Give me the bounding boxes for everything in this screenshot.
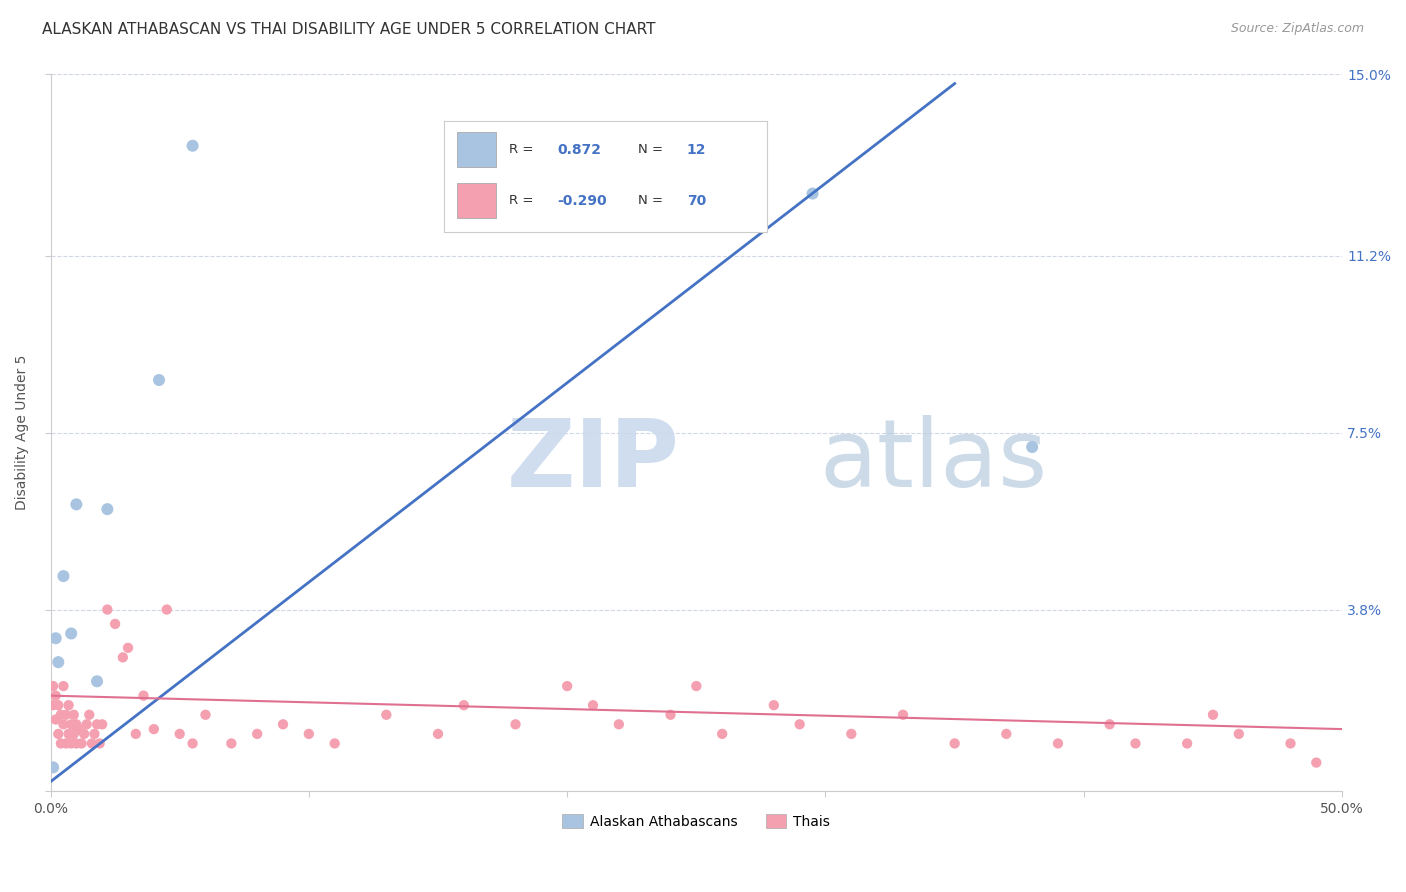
- Point: [891, 707, 914, 722]
- Text: atlas: atlas: [820, 416, 1047, 508]
- Point: [271, 717, 294, 731]
- Point: [1202, 707, 1225, 722]
- Point: [125, 727, 148, 741]
- Point: [181, 138, 204, 153]
- Point: [375, 707, 398, 722]
- Point: [96, 602, 118, 616]
- Point: [46, 727, 69, 741]
- Point: [60, 736, 83, 750]
- Point: [1125, 736, 1147, 750]
- Point: [505, 717, 527, 731]
- Point: [89, 736, 111, 750]
- Point: [323, 736, 346, 750]
- Y-axis label: Disability Age Under 5: Disability Age Under 5: [15, 355, 30, 510]
- Point: [711, 727, 734, 741]
- Point: [194, 707, 217, 722]
- Point: [104, 616, 127, 631]
- Point: [86, 674, 108, 689]
- Point: [1098, 717, 1121, 731]
- Point: [83, 727, 105, 741]
- Point: [582, 698, 605, 713]
- Point: [607, 717, 630, 731]
- Point: [60, 626, 83, 640]
- Point: [1227, 727, 1250, 741]
- Point: [76, 717, 98, 731]
- Point: [67, 722, 90, 736]
- Point: [169, 727, 191, 741]
- Point: [46, 655, 69, 669]
- Point: [181, 736, 204, 750]
- Point: [91, 717, 114, 731]
- Point: [65, 717, 87, 731]
- Point: [42, 679, 65, 693]
- Point: [46, 698, 69, 713]
- Point: [45, 713, 67, 727]
- Point: [1305, 756, 1327, 770]
- Text: ZIP: ZIP: [506, 416, 679, 508]
- Point: [49, 736, 72, 750]
- Point: [52, 679, 75, 693]
- Point: [789, 717, 811, 731]
- Point: [62, 707, 84, 722]
- Point: [111, 650, 134, 665]
- Point: [60, 717, 83, 731]
- Point: [142, 722, 165, 736]
- Point: [49, 707, 72, 722]
- Point: [86, 717, 108, 731]
- Point: [995, 727, 1018, 741]
- Point: [42, 698, 65, 713]
- Point: [221, 736, 243, 750]
- Point: [42, 760, 65, 774]
- Point: [943, 736, 966, 750]
- Point: [156, 602, 179, 616]
- Point: [762, 698, 785, 713]
- Point: [801, 186, 824, 201]
- Point: [65, 736, 87, 750]
- Point: [298, 727, 321, 741]
- Point: [45, 632, 67, 646]
- Point: [685, 679, 707, 693]
- Point: [427, 727, 450, 741]
- Point: [453, 698, 475, 713]
- Point: [55, 736, 77, 750]
- Point: [1021, 440, 1043, 454]
- Point: [132, 689, 155, 703]
- Point: [555, 679, 578, 693]
- Legend: Alaskan Athabascans, Thais: Alaskan Athabascans, Thais: [557, 809, 835, 835]
- Point: [1175, 736, 1198, 750]
- Point: [1046, 736, 1069, 750]
- Point: [1279, 736, 1302, 750]
- Point: [96, 502, 118, 516]
- Point: [55, 707, 77, 722]
- Point: [77, 707, 100, 722]
- Point: [148, 373, 170, 387]
- Point: [65, 497, 87, 511]
- Point: [62, 727, 84, 741]
- Point: [80, 736, 103, 750]
- Point: [117, 640, 139, 655]
- Text: ALASKAN ATHABASCAN VS THAI DISABILITY AGE UNDER 5 CORRELATION CHART: ALASKAN ATHABASCAN VS THAI DISABILITY AG…: [42, 22, 655, 37]
- Point: [58, 727, 80, 741]
- Text: Source: ZipAtlas.com: Source: ZipAtlas.com: [1230, 22, 1364, 36]
- Point: [659, 707, 682, 722]
- Point: [58, 698, 80, 713]
- Point: [52, 717, 75, 731]
- Point: [246, 727, 269, 741]
- Point: [839, 727, 862, 741]
- Point: [45, 689, 67, 703]
- Point: [70, 736, 93, 750]
- Point: [52, 569, 75, 583]
- Point: [73, 727, 96, 741]
